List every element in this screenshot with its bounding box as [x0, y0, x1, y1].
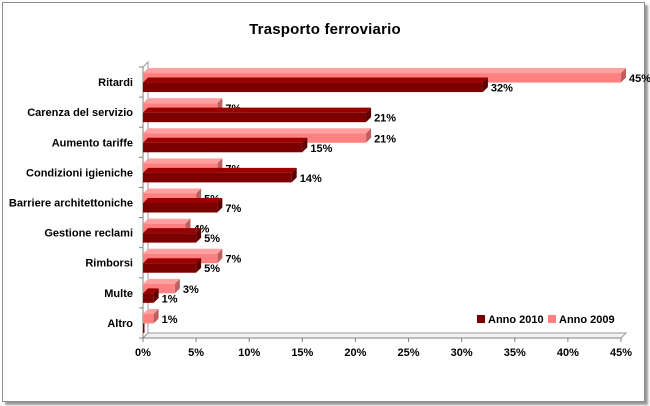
x-tick-label: 0%: [135, 347, 151, 359]
category-label: Carenza del servizio: [27, 107, 133, 119]
chart-title: Trasporto ferroviario: [249, 21, 401, 38]
bar-anno-2009-top: [143, 308, 159, 314]
x-tick-label: 45%: [610, 347, 632, 359]
legend-label-anno-2010: Anno 2010: [488, 314, 544, 326]
category-label: Gestione reclami: [44, 228, 133, 240]
bar-anno-2010-top: [143, 137, 308, 143]
bar-anno-2010: [143, 263, 197, 273]
bar-anno-2010: [143, 172, 292, 183]
bar-anno-2009-label: 7%: [225, 254, 241, 266]
bar-anno-2010-side: [196, 258, 202, 273]
bar-anno-2009: [143, 313, 154, 324]
category-label: Multe: [104, 288, 133, 300]
bar-anno-2010-top: [143, 167, 297, 173]
bar-anno-2010-top: [143, 258, 202, 264]
x-tick-label: 10%: [238, 347, 260, 359]
x-tick-label: 5%: [188, 347, 204, 359]
category-label: Altro: [107, 318, 133, 330]
category-label: Condizioni igieniche: [26, 167, 133, 179]
bar-anno-2009-label: 45%: [629, 73, 650, 85]
bar-anno-2010-label: 1%: [162, 293, 178, 305]
bar-anno-2010-label: 5%: [204, 263, 220, 275]
bar-anno-2010-side: [196, 228, 202, 243]
bar-anno-2010-top: [143, 77, 488, 83]
bar-anno-2009-label: 3%: [183, 284, 199, 296]
bar-anno-2010-top: [143, 107, 372, 113]
x-tick-label: 40%: [557, 347, 579, 359]
bar-anno-2010-label: 21%: [374, 113, 396, 125]
bar-anno-2009-label: 1%: [162, 314, 178, 326]
bar-anno-2009-top: [143, 278, 180, 284]
floor-wall: [141, 332, 628, 339]
bar-anno-2009-side: [217, 248, 223, 264]
category-label: Barriere architettoniche: [9, 198, 133, 210]
bar-anno-2009-top: [143, 128, 372, 134]
bar-anno-2010-label: 15%: [310, 143, 332, 155]
category-label: Aumento tariffe: [52, 137, 133, 149]
legend-swatch-anno-2009: [548, 315, 556, 323]
bar-anno-2009-top: [143, 158, 223, 164]
bar-anno-2010-top: [143, 198, 223, 203]
bar-anno-2010: [143, 293, 154, 303]
bar-anno-2009-top: [143, 98, 223, 104]
x-tick-label: 15%: [291, 347, 313, 359]
bar-anno-2009-label: 21%: [374, 133, 396, 145]
bar-anno-2010-side: [291, 167, 297, 183]
bar-anno-2010-label: 14%: [300, 173, 322, 185]
x-tick-label: 25%: [398, 347, 420, 359]
bar-anno-2009-top: [143, 248, 223, 254]
category-label: Ritardi: [98, 77, 133, 89]
bar-anno-2010: [143, 203, 218, 213]
bar-anno-2009-side: [621, 68, 626, 83]
bar-anno-2010: [143, 233, 197, 243]
bar-anno-2009-top: [143, 188, 202, 194]
bar-anno-2009-side: [153, 308, 159, 324]
bar-anno-2009-top: [143, 68, 626, 74]
x-tick-label: 20%: [344, 347, 366, 359]
bar-anno-2009-side: [366, 128, 372, 143]
bar-anno-2010-side: [366, 107, 372, 123]
category-label: Rimborsi: [85, 258, 133, 270]
bar-anno-2010-side: [153, 288, 159, 303]
bar-anno-2010-label: 5%: [204, 233, 220, 245]
bar-anno-2010-label: 7%: [225, 203, 241, 215]
bar-anno-2010-top: [143, 228, 202, 234]
bar-anno-2010: [143, 142, 303, 153]
x-tick-label: 35%: [504, 347, 526, 359]
bar-anno-2010-side: [482, 77, 488, 93]
legend-label-anno-2009: Anno 2009: [559, 314, 615, 326]
bar-anno-2010-top: [143, 288, 159, 294]
legend-swatch-anno-2010: [477, 315, 485, 323]
x-tick-label: 30%: [451, 347, 473, 359]
bar-anno-2010: [143, 323, 145, 333]
bar-anno-2010-side: [217, 198, 223, 213]
bar-anno-2009-side: [174, 278, 180, 294]
bar-anno-2010-side: [302, 137, 308, 153]
bar-anno-2010: [143, 82, 483, 93]
bar-anno-2010-label: 32%: [491, 83, 513, 95]
bar-anno-2009: [143, 283, 175, 294]
bar-anno-2010: [143, 112, 367, 123]
bar-anno-2009-top: [143, 218, 191, 224]
